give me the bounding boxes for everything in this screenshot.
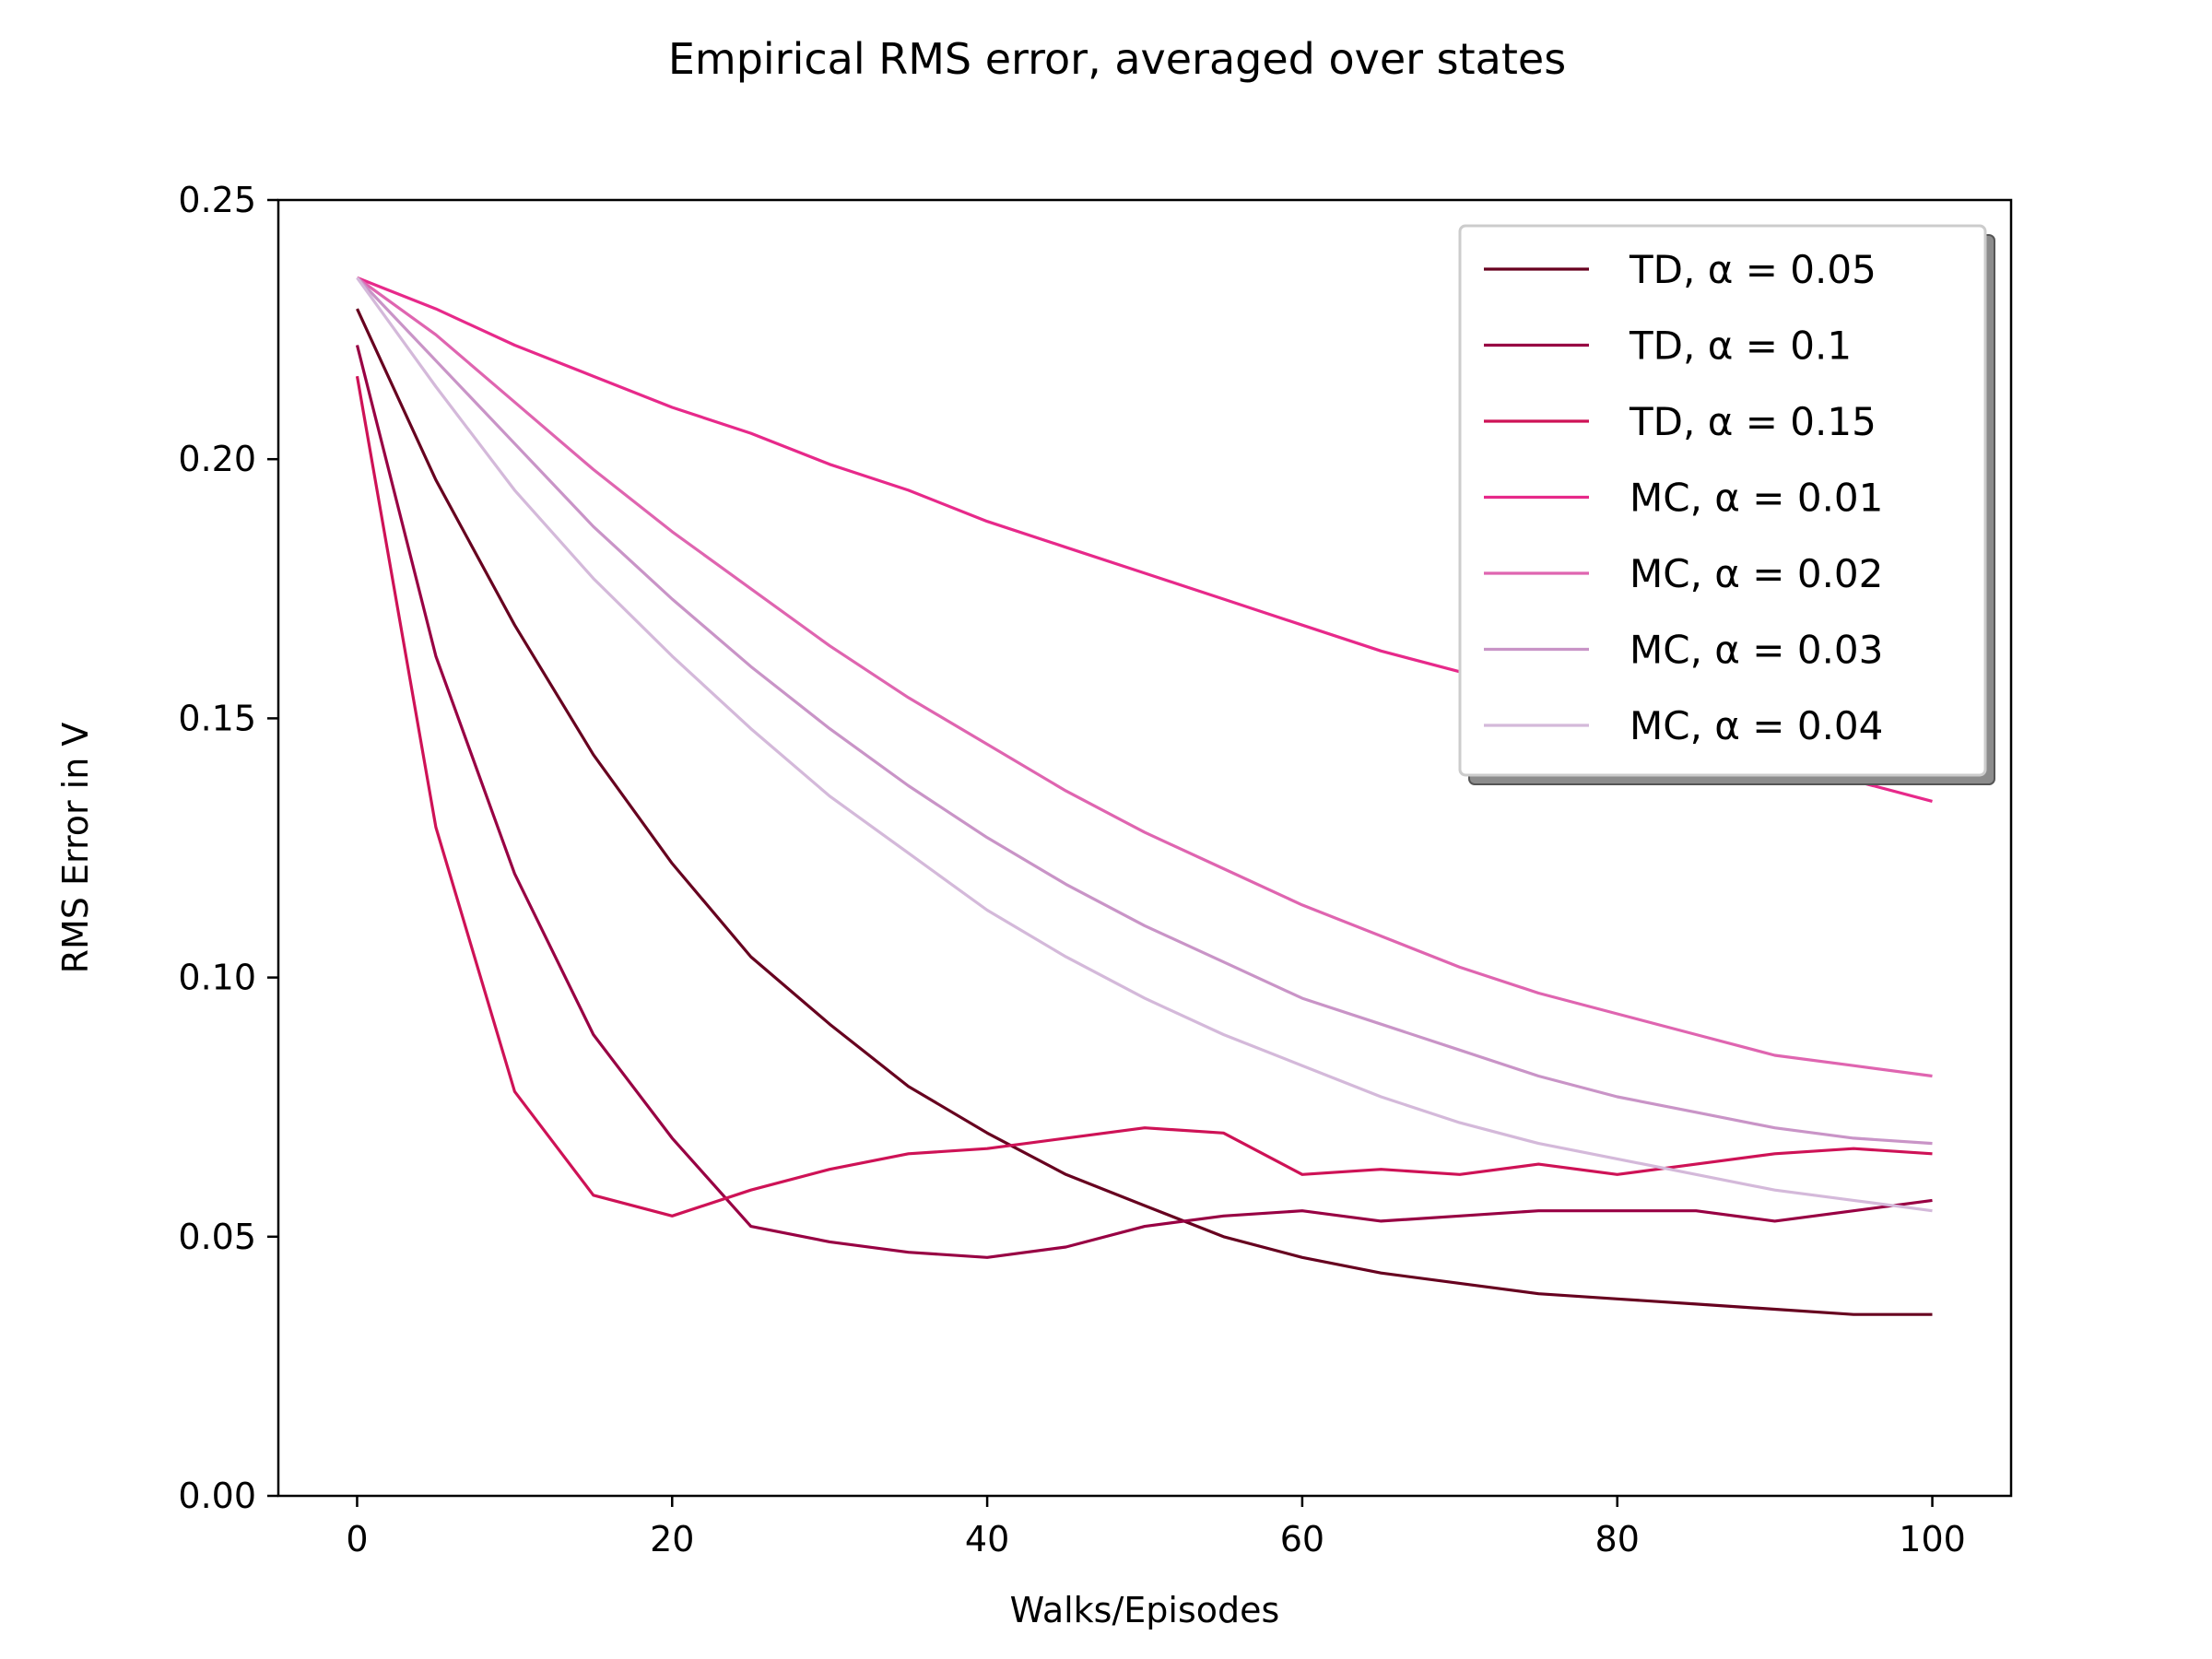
series-layer [355, 276, 1933, 1316]
chart-title: Empirical RMS error, averaged over state… [668, 34, 1566, 84]
series-line-4 [356, 276, 1933, 1078]
y-axis-label: RMS Error in V [55, 723, 96, 974]
legend-label: MC, α = 0.01 [1630, 476, 1883, 521]
legend-label: TD, α = 0.1 [1629, 324, 1852, 369]
x-tick-label: 100 [1899, 1519, 1966, 1559]
x-axis-label: Walks/Episodes [1010, 1590, 1280, 1630]
y-axis: 0.00 0.05 0.10 0.15 0.20 0.25 [178, 180, 278, 1516]
y-tick-label: 0.25 [178, 180, 256, 220]
legend-box [1458, 224, 1987, 777]
legend-label: MC, α = 0.02 [1630, 551, 1883, 596]
legend-label: TD, α = 0.15 [1629, 399, 1877, 444]
series-line-0 [356, 308, 1933, 1316]
series-line-1 [355, 345, 1933, 1259]
legend: TD, α = 0.05 TD, α = 0.1 TD, α = 0.15 MC, α… [1458, 224, 1995, 785]
plot-frame [276, 198, 2013, 1498]
x-axis: 0 20 40 60 80 100 [346, 1496, 1966, 1559]
legend-label: MC, α = 0.04 [1630, 703, 1883, 748]
series-line-6 [356, 276, 1933, 1213]
y-tick-label: 0.15 [178, 698, 256, 738]
y-tick-label: 0.05 [178, 1217, 256, 1257]
legend-label: MC, α = 0.03 [1630, 628, 1883, 673]
x-tick-label: 20 [650, 1519, 694, 1559]
x-tick-label: 0 [346, 1519, 368, 1559]
legend-label: TD, α = 0.05 [1629, 247, 1877, 292]
y-tick-label: 0.00 [178, 1476, 256, 1516]
y-tick-label: 0.10 [178, 958, 256, 998]
y-tick-label: 0.20 [178, 439, 256, 479]
series-line-2 [355, 375, 1933, 1218]
x-tick-label: 80 [1595, 1519, 1640, 1559]
series-line-5 [356, 276, 1933, 1146]
x-tick-label: 40 [965, 1519, 1009, 1559]
x-tick-label: 60 [1280, 1519, 1324, 1559]
